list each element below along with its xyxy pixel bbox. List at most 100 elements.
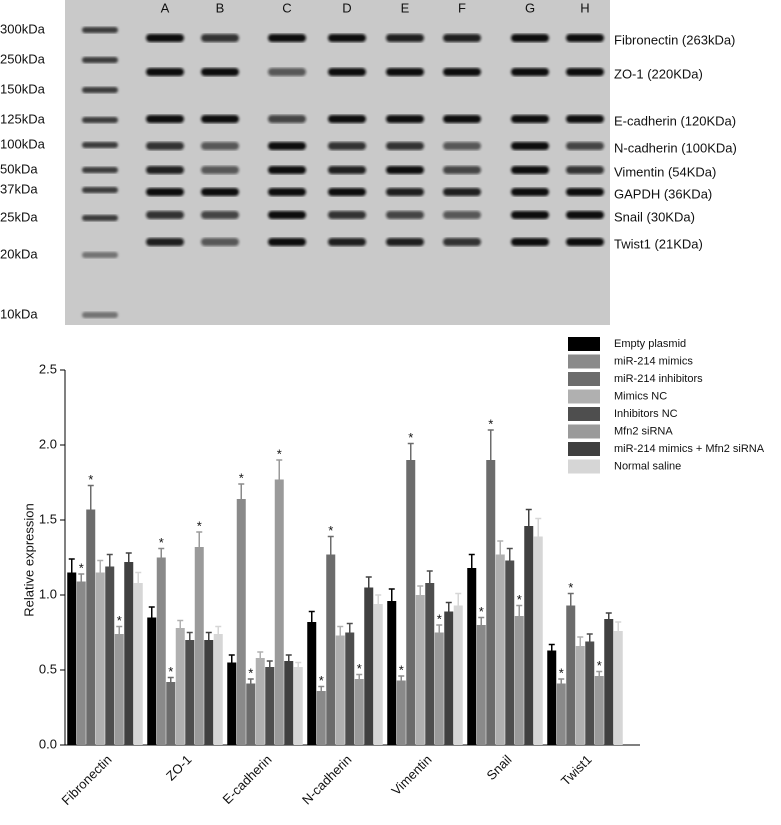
marker-label: 100kDa [0,136,46,151]
lane-label: H [580,0,589,15]
bar [204,640,214,745]
band [146,238,184,246]
x-tick-label: E-cadherin [219,752,274,807]
bar [415,595,425,745]
legend-label: Mfn2 siRNA [614,425,673,437]
band [443,188,481,196]
legend-swatch [568,424,600,439]
bar [505,560,515,745]
significance-mark: * [197,518,202,533]
y-tick-label: 2.5 [39,361,57,376]
band [201,68,239,76]
bar [594,676,604,745]
band [201,166,239,174]
legend-label: Mimics NC [614,390,667,402]
marker-label: 125kDa [0,111,46,126]
protein-label: ZO-1 (220KDa) [614,66,703,81]
band [443,115,481,123]
bar [514,616,524,745]
bar [373,604,383,745]
band [201,211,239,219]
y-tick-label: 1.0 [39,586,57,601]
band [201,34,239,42]
bar [566,605,576,745]
bar [533,536,543,745]
significance-mark: * [437,611,442,626]
y-axis-label: Relative expression [21,503,36,616]
significance-mark: * [408,430,413,445]
significance-mark: * [117,613,122,628]
marker-band [82,252,118,258]
band [386,115,424,123]
y-tick-label: 0.5 [39,661,57,676]
band [146,115,184,123]
significance-mark: * [168,664,173,679]
band [146,211,184,219]
bar [467,568,477,745]
band [201,115,239,123]
marker-band [82,27,118,33]
band [201,188,239,196]
band [443,68,481,76]
significance-mark: * [597,658,602,673]
legend-label: Inhibitors NC [614,408,678,420]
bar [194,547,204,745]
bar [396,680,406,745]
band [386,211,424,219]
x-tick-label: Fibronectin [58,752,114,808]
significance-mark: * [328,523,333,538]
bar [175,628,185,745]
band [328,238,366,246]
band [146,142,184,150]
bar [67,572,77,745]
band [268,34,306,42]
bar [274,479,284,745]
band [566,211,604,219]
lane-label: F [458,0,466,15]
legend-swatch [568,442,600,456]
band [566,238,604,246]
band [511,68,549,76]
x-tick-label: Vimentin [388,752,434,798]
bar [147,617,157,745]
bar [246,683,256,745]
lane-label: A [161,0,170,15]
lane-label: D [342,0,351,15]
marker-band [82,312,118,318]
significance-mark: * [488,416,493,431]
bar [293,667,303,745]
bar [255,658,265,745]
bar [284,661,294,745]
bar [114,634,124,745]
band [566,142,604,150]
bar [547,650,557,745]
legend-swatch [568,354,600,369]
legend-swatch [568,337,600,351]
x-tick-label: N-cadherin [299,752,355,808]
protein-label: Vimentin (54KDa) [614,164,716,179]
bar [265,667,275,745]
band [328,188,366,196]
marker-band [82,142,118,148]
x-tick-label: ZO-1 [163,752,195,784]
legend-label: Empty plasmid [614,338,686,350]
band [566,68,604,76]
bar [585,641,595,745]
bar [613,631,623,745]
legend-label: Normal saline [614,460,681,472]
bar [387,601,397,745]
significance-mark: * [248,665,253,680]
band [328,115,366,123]
legend-label: miR-214 mimics [614,355,693,367]
band [328,142,366,150]
marker-label: 150kDa [0,81,46,96]
y-tick-label: 2.0 [39,436,57,451]
bar [524,526,534,745]
band [268,68,306,76]
band [511,115,549,123]
legend-swatch [568,407,600,421]
band [511,238,549,246]
bar [335,635,345,745]
